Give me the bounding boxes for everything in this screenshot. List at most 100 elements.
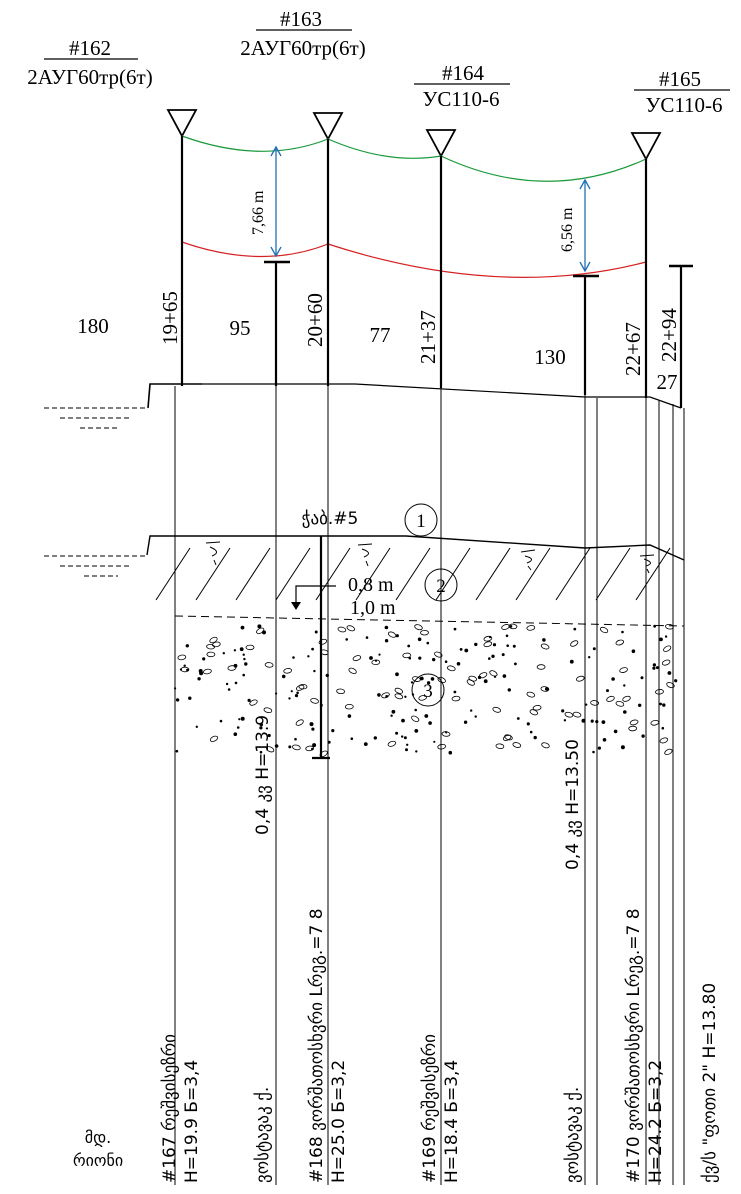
- bottom-labels: #167 რეშვისეზრი H=19.9 Б=3,4 0,4 კვ H=13…: [160, 715, 720, 1183]
- pebble-icon: [512, 742, 522, 748]
- sand-grain: [311, 747, 314, 751]
- pebble-icon: [590, 700, 599, 706]
- sand-grain: [365, 636, 369, 639]
- pole-type: УС110-6: [422, 87, 499, 111]
- sand-grain: [267, 733, 271, 738]
- pebble-icon: [619, 667, 628, 673]
- pebble-icon: [437, 743, 447, 750]
- note-line: რიონი: [73, 1151, 123, 1170]
- pole-164-triangle-icon: [425, 129, 457, 158]
- pole-type: 2АУГ60тр(6т): [240, 36, 365, 60]
- sand-grain: [459, 648, 463, 651]
- pebble-icon: [572, 711, 582, 718]
- sand-grain: [597, 746, 602, 750]
- note-line: მდ.: [85, 1128, 112, 1147]
- hatch-line: [635, 547, 671, 601]
- pole-163-triangle-icon: [312, 112, 344, 141]
- sand-grain: [401, 735, 404, 738]
- sand-grain: [311, 727, 315, 731]
- sand-grain: [613, 729, 618, 734]
- sand-grain: [222, 652, 226, 655]
- pebble-icon: [483, 641, 493, 648]
- sand-grain: [242, 653, 245, 656]
- sand-grain: [240, 625, 245, 630]
- sand-grain: [259, 750, 263, 754]
- sand-grain: [563, 719, 567, 722]
- pebble-icon: [203, 668, 212, 675]
- pebble-icon: [576, 675, 585, 682]
- sand-grain: [406, 743, 409, 746]
- sand-grain: [585, 703, 588, 706]
- pebble-icon: [211, 641, 221, 648]
- bank-step: [147, 383, 202, 409]
- sand-grain: [373, 736, 377, 740]
- sand-grain: [288, 697, 291, 700]
- crossing-caps: [264, 260, 693, 278]
- span-label: 95: [230, 316, 251, 340]
- pebble-icon: [659, 737, 669, 744]
- pebble-icon: [180, 666, 190, 673]
- pebble-icon: [478, 672, 488, 679]
- sand-grain: [561, 709, 565, 713]
- pebble-icon: [206, 651, 216, 658]
- clearance-label: 6,56 m: [559, 207, 576, 252]
- sand-grain: [259, 722, 263, 727]
- sand-grain: [474, 642, 478, 647]
- pebble-icon: [394, 687, 403, 694]
- pebble-icon: [495, 743, 505, 749]
- sand-grain: [456, 662, 461, 666]
- pebble-icon: [434, 651, 443, 658]
- sand-grain: [233, 732, 238, 737]
- bottom-label: H=25.0 Б=3,2: [329, 1060, 349, 1183]
- sand-grain: [290, 690, 293, 693]
- sand-grain: [296, 691, 299, 695]
- pebble-icon: [348, 667, 357, 674]
- sand-grain: [234, 681, 238, 685]
- pole-type: 2АУГ60тр(6т): [27, 65, 152, 89]
- sand-grain: [281, 674, 286, 679]
- sand-grain: [236, 726, 240, 729]
- bottom-label: 0,4 კვ H=13.9: [253, 715, 273, 835]
- sand-grain: [606, 689, 609, 693]
- sand-grain: [410, 681, 414, 684]
- pole-header-162: #162 2АУГ60тр(6т): [27, 36, 152, 89]
- bottom-label: #169 რეშვისეზრი: [420, 1034, 440, 1183]
- bottom-label: #170 ვორშათოსხვრი Lრეგ.=7 8: [624, 908, 644, 1183]
- sand-grain: [526, 722, 530, 726]
- pebble-icon: [599, 626, 609, 634]
- sand-grain: [588, 656, 591, 659]
- pebble-icon: [447, 665, 456, 672]
- pebble-icon: [296, 684, 305, 691]
- upper-wire: [181, 135, 647, 182]
- sand-grain: [448, 750, 453, 755]
- sand-grain: [430, 677, 435, 681]
- wires: [181, 135, 647, 278]
- pebble-icon: [666, 682, 675, 689]
- pebble-icon: [414, 624, 423, 631]
- pole-header-163: #163 2АУГ60тр(6т): [240, 7, 365, 60]
- sand-grain: [175, 698, 180, 702]
- pebble-icon: [540, 686, 550, 692]
- pole-number: #163: [280, 7, 322, 31]
- sand-grain: [662, 703, 666, 707]
- sand-grain: [363, 742, 368, 746]
- sand-grain: [592, 750, 595, 754]
- sand-grain: [311, 647, 315, 651]
- sand-grain: [384, 625, 389, 630]
- sand-grain: [390, 714, 393, 717]
- sand-grain: [611, 677, 615, 681]
- sand-grain: [620, 745, 625, 750]
- chainage-label: 22+94: [657, 308, 681, 362]
- lower-wire: [181, 241, 647, 278]
- sand-grain: [652, 663, 657, 667]
- sand-grain: [185, 644, 190, 648]
- sand-grain: [488, 657, 491, 660]
- reference-lines: [174, 386, 685, 1185]
- pebble-icon: [387, 631, 397, 638]
- sand-grain: [259, 726, 263, 730]
- sand-grain: [653, 624, 657, 628]
- sand-grain: [238, 718, 241, 721]
- hatch-line: [595, 547, 631, 601]
- pole-type: УС110-6: [645, 93, 722, 117]
